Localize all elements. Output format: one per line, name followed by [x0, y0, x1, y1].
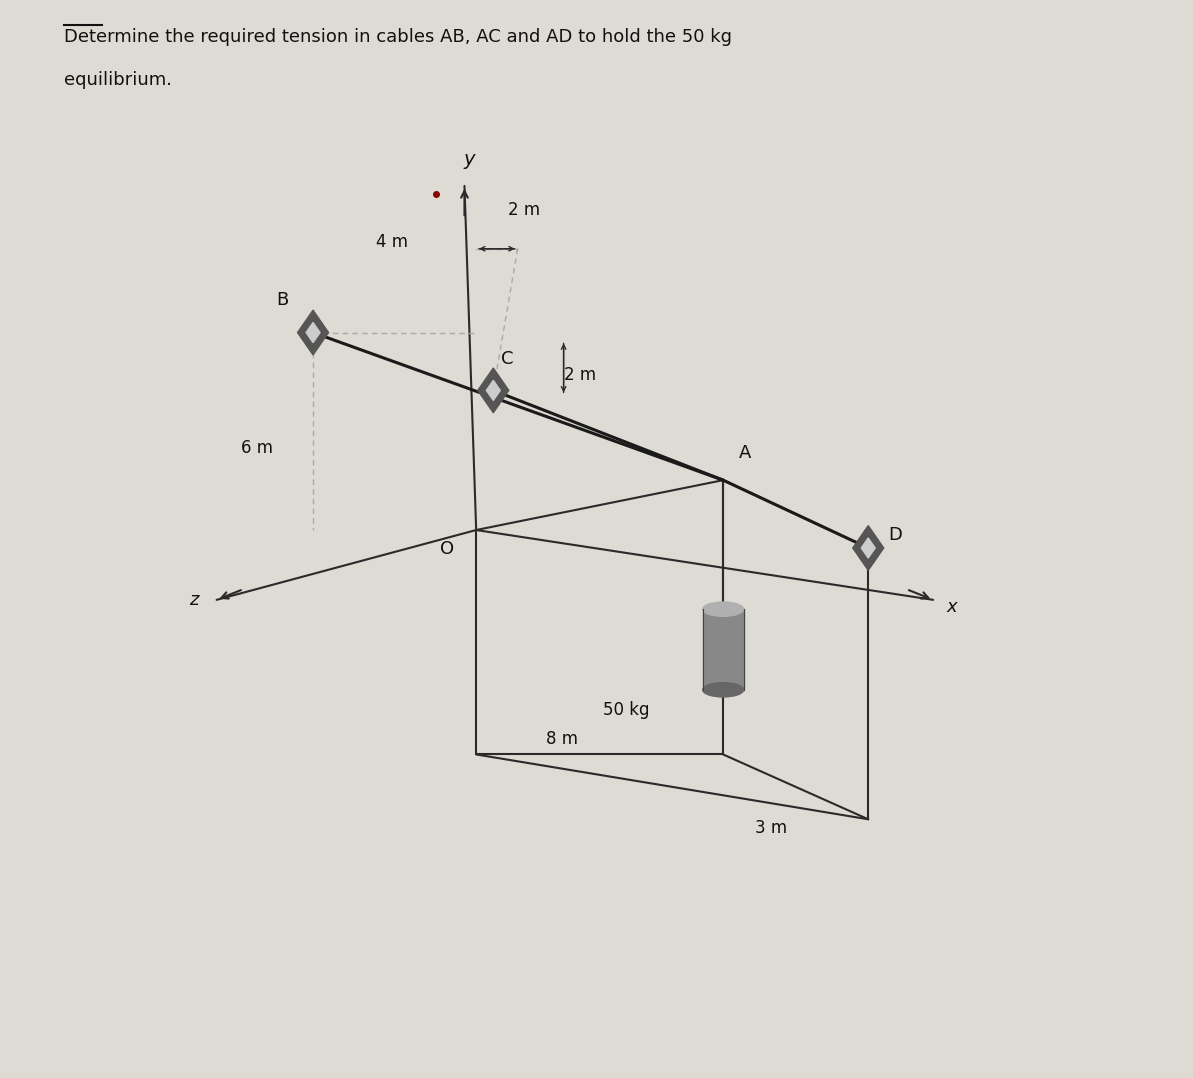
Text: 4 m: 4 m [376, 233, 408, 251]
Text: 2 m: 2 m [563, 367, 595, 385]
Text: x: x [947, 598, 957, 616]
Bar [703, 609, 743, 690]
Text: y: y [463, 150, 475, 169]
Text: O: O [439, 540, 453, 558]
Text: A: A [740, 444, 752, 462]
Text: 6 m: 6 m [241, 439, 273, 457]
Polygon shape [478, 368, 508, 413]
Ellipse shape [703, 602, 743, 617]
Ellipse shape [703, 682, 743, 697]
Text: C: C [501, 350, 513, 369]
Text: B: B [277, 291, 289, 308]
Text: z: z [188, 591, 198, 609]
Text: 50 kg: 50 kg [602, 701, 649, 719]
Text: 2 m: 2 m [508, 201, 540, 219]
Text: equilibrium.: equilibrium. [64, 71, 172, 89]
Polygon shape [297, 310, 328, 355]
Polygon shape [853, 526, 884, 570]
Text: 8 m: 8 m [546, 730, 577, 747]
Text: Determine the required tension in cables AB, AC and AD to hold the 50 kg: Determine the required tension in cables… [64, 28, 733, 46]
Polygon shape [307, 322, 320, 343]
Text: 3 m: 3 m [755, 819, 787, 838]
Polygon shape [861, 538, 876, 558]
Polygon shape [487, 381, 500, 400]
Text: D: D [888, 526, 902, 544]
